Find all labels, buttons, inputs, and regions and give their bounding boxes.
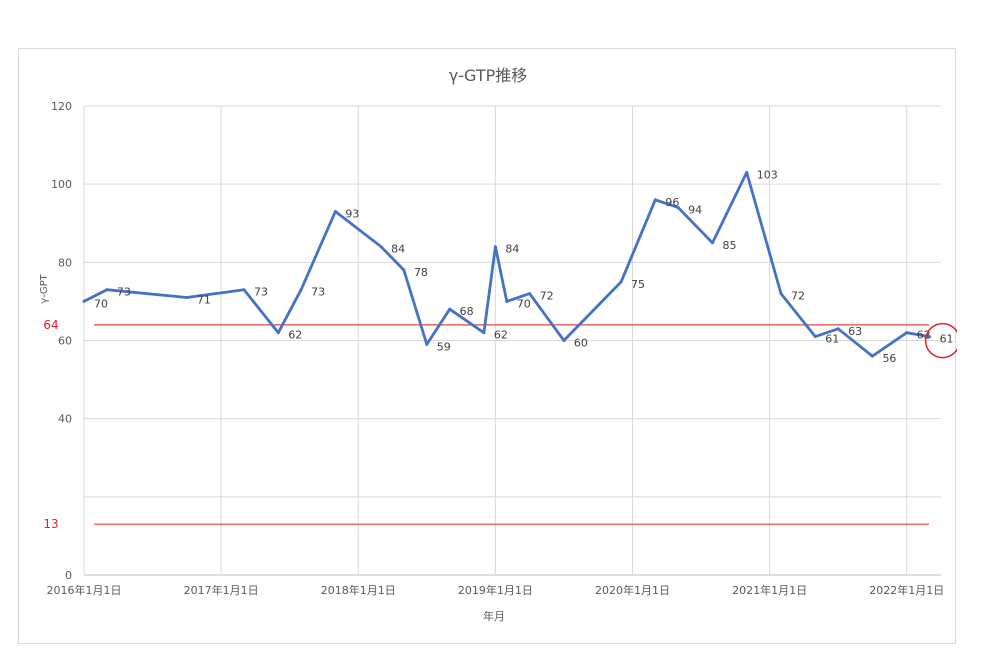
data-label: 96 [665, 196, 679, 209]
y-axis-title: γ-GPT [39, 273, 50, 303]
x-tick-label: 2016年1月1日 [47, 583, 122, 597]
x-tick-label: 2020年1月1日 [595, 583, 670, 597]
x-tick-label: 2022年1月1日 [869, 583, 944, 597]
data-label: 103 [757, 168, 778, 181]
y-tick-label: 0 [65, 569, 72, 582]
highlight-circle [924, 322, 957, 359]
data-label: 62 [494, 329, 508, 342]
data-point [836, 327, 840, 331]
reference-lines: 64 13 [43, 318, 929, 531]
data-point [870, 354, 874, 358]
data-label: 61 [825, 333, 839, 346]
data-point [185, 296, 189, 300]
data-label: 72 [791, 290, 805, 303]
y-tick-label: 100 [51, 178, 72, 191]
data-label: 60 [574, 337, 588, 350]
data-label: 84 [505, 243, 519, 256]
data-point [619, 280, 623, 284]
data-label: 56 [882, 352, 896, 365]
data-label: 68 [460, 305, 474, 318]
chart-title: γ-GTP推移 [449, 66, 528, 85]
data-point [105, 288, 109, 292]
data-label: 73 [117, 286, 131, 299]
data-label: 70 [517, 297, 531, 310]
data-point [333, 210, 337, 214]
y-tick-label: 40 [58, 413, 72, 426]
x-tick-label: 2021年1月1日 [732, 583, 807, 597]
data-label: 71 [197, 294, 211, 307]
data-point [493, 245, 497, 249]
data-point [745, 170, 749, 174]
data-label: 84 [391, 243, 405, 256]
data-label: 73 [311, 286, 325, 299]
data-labels: 70 73 71 73 62 73 93 84 78 59 68 62 84 70 72 60 75 96 94 85… [94, 168, 957, 365]
data-point [562, 339, 566, 342]
data-point [779, 292, 783, 296]
data-point [710, 241, 714, 245]
data-point [276, 331, 280, 335]
data-point [448, 307, 452, 311]
y-tick-label: 120 [51, 100, 72, 113]
data-point [299, 288, 303, 292]
tick-labels: 0 40 60 80 100 120 2016年1月1日 2017年1月1日 2018年1月1日… [47, 100, 945, 597]
data-point [505, 299, 509, 303]
data-label: 70 [94, 297, 108, 310]
x-axis-title: 年月 [483, 609, 505, 623]
data-label: 93 [345, 208, 359, 221]
reference-line-label: 64 [43, 318, 58, 332]
data-point [676, 206, 680, 210]
data-point [379, 245, 383, 249]
x-tick-label: 2018年1月1日 [321, 583, 396, 597]
data-point [242, 288, 246, 292]
data-point [653, 198, 657, 202]
data-point [82, 299, 86, 303]
data-label: 78 [414, 266, 428, 279]
gridlines [83, 105, 941, 576]
data-point [813, 335, 817, 339]
x-tick-label: 2019年1月1日 [458, 583, 533, 597]
data-point [928, 335, 932, 339]
series-layer [82, 170, 932, 358]
data-point [425, 342, 429, 346]
data-label: 59 [437, 340, 451, 353]
chart-area: γ-GTP推移 64 13 70 73 71 73 62 73 93 84 78 59 68 62 84 7… [18, 48, 957, 644]
x-tick-label: 2017年1月1日 [184, 583, 259, 597]
data-label: 61 [940, 333, 954, 346]
data-point [528, 292, 532, 296]
data-label: 85 [722, 239, 736, 252]
reference-line-label: 13 [43, 517, 58, 531]
data-point [482, 331, 486, 335]
data-point [402, 268, 406, 272]
data-label: 73 [254, 286, 268, 299]
data-label: 62 [288, 329, 302, 342]
data-label: 94 [688, 204, 702, 217]
data-label: 63 [848, 325, 862, 338]
y-tick-label: 60 [58, 335, 72, 348]
data-point [905, 331, 909, 335]
y-tick-label: 80 [58, 256, 72, 269]
data-label: 75 [631, 278, 645, 291]
data-label: 72 [540, 290, 554, 303]
